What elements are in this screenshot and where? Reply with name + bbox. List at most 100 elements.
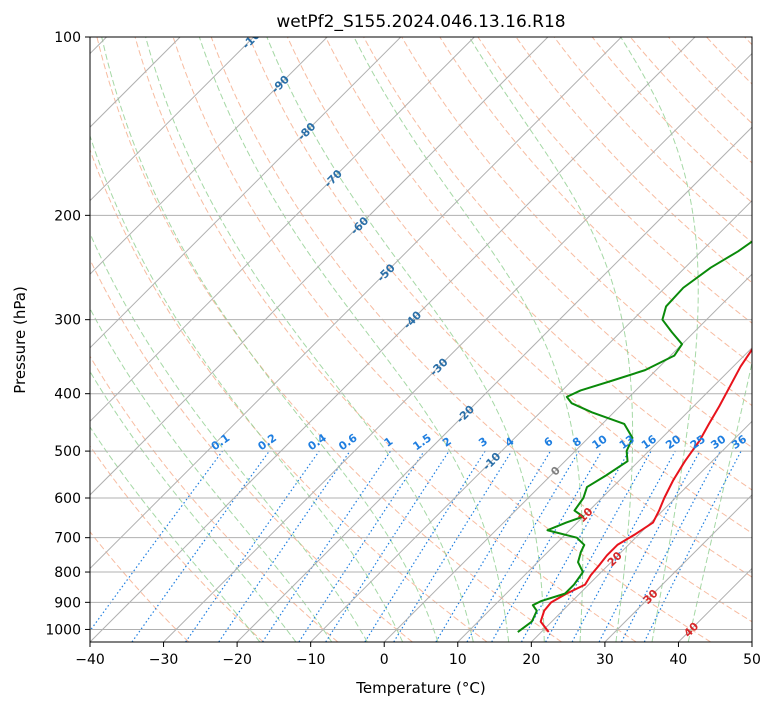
mixing-ratio-label: 0.1: [209, 431, 232, 453]
mixing-ratio-label: 20: [663, 432, 683, 452]
mixing-ratio-line: [131, 450, 270, 642]
mixing-ratio-label: 36: [729, 432, 749, 452]
moist-adiabat: [90, 370, 297, 642]
mixing-ratio-line: [545, 450, 652, 642]
pressure-gridlines: [90, 37, 752, 642]
x-tick-label: −40: [75, 652, 105, 668]
dry-adiabat: [210, 37, 752, 623]
chart-title: wetPf2_S155.2024.046.13.16.R18: [276, 12, 565, 32]
y-tick-label: 1000: [45, 622, 81, 638]
y-tick-label: 300: [54, 313, 81, 329]
dry-adiabat: [134, 37, 637, 642]
y-tick-label: 500: [54, 444, 81, 460]
mixing-ratio-line: [262, 450, 392, 642]
mixing-ratio-label: 0.4: [305, 431, 329, 453]
isotherm-line: [236, 126, 752, 642]
isotherm-line: [457, 347, 752, 642]
isotherm-line: [163, 52, 752, 642]
x-tick-label: −10: [296, 652, 326, 668]
mixing-ratio-line: [643, 450, 742, 642]
mixing-ratio-line: [325, 450, 450, 642]
profile-series: [517, 240, 752, 633]
isotherm-line: [530, 420, 752, 642]
mixing-ratio-line: [435, 450, 552, 642]
mixing-ratio-line: [520, 450, 630, 642]
isotherm-line: [90, 37, 475, 423]
x-axis-label: Temperature (°C): [355, 679, 485, 697]
isotherm-line: [90, 37, 402, 349]
x-tick-label: 50: [743, 652, 761, 668]
moist-adiabat: [101, 37, 439, 642]
x-tick-label: 10: [449, 652, 467, 668]
dry-adiabat: [744, 37, 752, 46]
moist-adiabat: [468, 37, 634, 642]
y-tick-label: 700: [54, 531, 81, 547]
dry-adiabat: [325, 37, 752, 491]
mixing-ratio-label: 6: [542, 435, 556, 450]
isotherm-line: [90, 37, 696, 642]
mixing-ratio-label: 1: [382, 435, 396, 450]
mixing-ratio-label: 3: [476, 435, 490, 450]
dry-adiabat: [515, 37, 752, 284]
moist-adiabat: [90, 307, 333, 642]
x-tick-label: 20: [522, 652, 540, 668]
y-axis: 1000 900 800 700 600 500 400 300 200 100: [45, 30, 90, 638]
moist-adiabat: [198, 37, 510, 642]
y-tick-label: 800: [54, 565, 81, 581]
mixing-ratio-label: 10: [590, 432, 610, 452]
y-tick-label: 200: [54, 208, 81, 224]
dry-adiabat: [706, 37, 752, 85]
dry-adiabat: [90, 148, 488, 642]
dry-adiabat: [439, 37, 752, 365]
isotherm-line: [383, 273, 752, 642]
mixing-ratio-label: 16: [639, 432, 659, 452]
mixing-ratio-line: [185, 450, 320, 642]
dry-adiabat: [96, 37, 562, 642]
mixing-ratio-line: [571, 450, 676, 642]
mixing-ratio-line: [298, 450, 425, 642]
isotherm-line: [310, 199, 752, 642]
mixing-ratio-label: 25: [688, 433, 708, 452]
mixing-ratio-label: 30: [708, 432, 728, 452]
mixing-ratio-label: 13: [617, 433, 637, 452]
mixing-ratio-line: [393, 450, 513, 642]
isotherm-line: [90, 37, 328, 275]
dry-adiabat: [629, 37, 752, 164]
dry-adiabat: [248, 37, 752, 578]
x-tick-label: 0: [380, 652, 389, 668]
y-tick-label: 400: [54, 387, 81, 403]
x-tick-label: 30: [596, 652, 614, 668]
isotherm-line: [90, 37, 549, 496]
dry-adiabat: [90, 355, 339, 642]
mixing-ratio-label: 1.5: [411, 431, 434, 453]
mixing-ratio-line: [598, 450, 701, 642]
dry-adiabat: [401, 37, 752, 407]
y-axis-label: Pressure (hPa): [11, 286, 29, 394]
mixing-ratio-line: [90, 450, 224, 632]
y-tick-label: 900: [54, 595, 81, 611]
moist-adiabat: [353, 37, 584, 642]
dry-adiabat: [553, 37, 752, 244]
background-lines: [90, 37, 752, 642]
isotherm-line: [90, 37, 622, 570]
isotherm-line: [678, 567, 752, 642]
moist-adiabat: [90, 426, 261, 642]
temperature-profile: [539, 347, 752, 633]
x-tick-label: −20: [222, 652, 252, 668]
moist-adiabat: [145, 37, 474, 642]
x-axis: −40 −30 −20 −10 0 10 20 30 40 50: [75, 642, 761, 668]
dry-adiabat: [668, 37, 752, 125]
plot-frame: [89, 36, 753, 643]
moist-adiabat: [687, 360, 752, 642]
mixing-ratio-line: [218, 450, 351, 642]
isotherm-line: [751, 641, 752, 642]
moist-adiabat: [90, 134, 404, 642]
isotherm-line: [604, 494, 752, 642]
moist-adiabat: [266, 37, 545, 642]
dewpoint-profile: [517, 240, 752, 633]
y-tick-label: 100: [54, 30, 81, 46]
moist-adiabat: [620, 37, 699, 642]
y-tick-label: 600: [54, 491, 81, 507]
dry-adiabat: [90, 445, 264, 642]
